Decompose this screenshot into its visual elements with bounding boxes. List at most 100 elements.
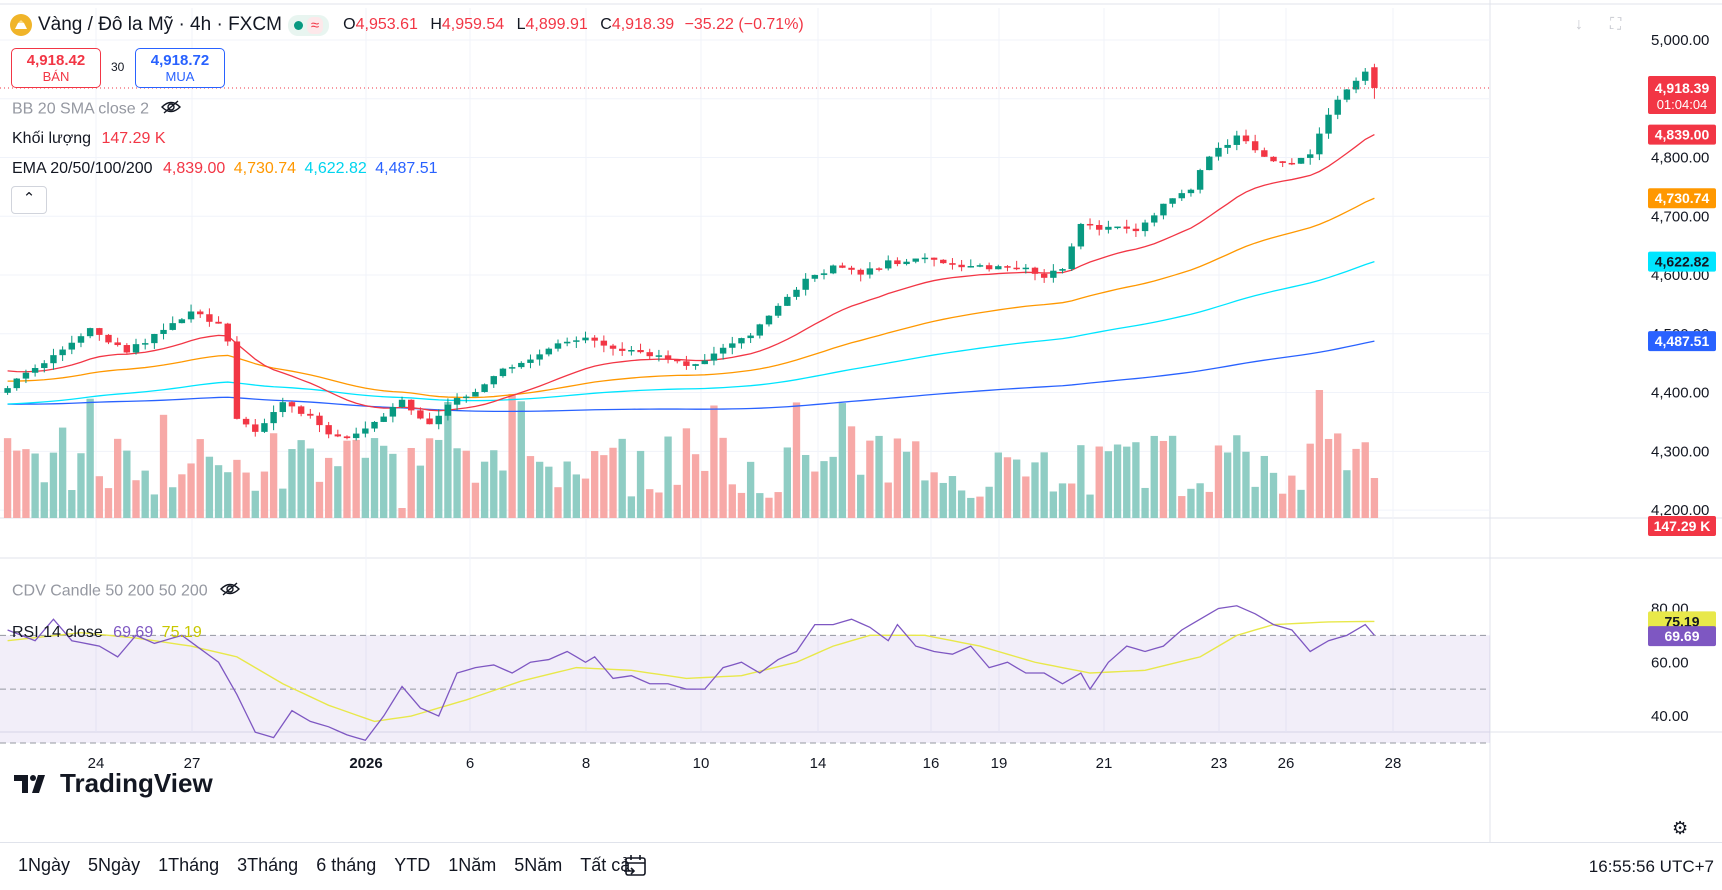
candle-body (1151, 215, 1158, 223)
timezone-clock[interactable]: 16:55:56 UTC+7 (1588, 857, 1714, 876)
volume-bar (1214, 445, 1223, 518)
volume-bar (224, 472, 232, 518)
candle-body (701, 360, 708, 365)
volume-bar (1040, 452, 1048, 518)
volume-bar (1141, 487, 1149, 518)
volume-bar (618, 438, 626, 518)
download-arrow-icon[interactable]: ↓ (1575, 16, 1583, 33)
volume-indicator-legend[interactable]: Khối lượng 147.29 K (12, 130, 166, 148)
volume-bar (260, 471, 269, 518)
volume-bar (1068, 483, 1076, 518)
candle-body (151, 333, 158, 344)
candle-body (1013, 267, 1020, 270)
symbol-title[interactable]: Vàng / Đô la Mỹ · 4h · FXCM (38, 14, 282, 35)
volume-bar (306, 448, 314, 518)
time-tick-label: 19 (991, 755, 1008, 772)
candle-body (866, 268, 874, 275)
range-button-1[interactable]: 5Ngày (88, 855, 141, 875)
volume-bar (719, 437, 727, 518)
rsi-indicator-legend[interactable]: RSI 14 close 69.69 75.19 (12, 624, 202, 642)
volume-bar (857, 474, 865, 518)
candle-body (1261, 150, 1268, 157)
volume-bar (1132, 442, 1140, 518)
ema200-tag: 4,487.51 (1655, 333, 1710, 349)
volume-bar (132, 480, 140, 518)
range-button-5[interactable]: YTD (394, 855, 431, 875)
sell-price: 4,918.42 (26, 52, 86, 69)
range-button-3[interactable]: 3Tháng (237, 855, 299, 875)
volume-bar (563, 461, 571, 518)
volume-bar (1077, 445, 1085, 518)
candle-body (536, 354, 543, 360)
candle-body (1352, 80, 1360, 90)
rsi-tag: 69.69 (1664, 628, 1699, 644)
candle-body (618, 348, 626, 351)
volume-bar (1095, 446, 1103, 518)
candle-body (1251, 141, 1259, 151)
range-button-7[interactable]: 5Năm (514, 855, 563, 875)
range-button-2[interactable]: 1Tháng (158, 855, 220, 875)
eye-hidden-icon[interactable] (161, 100, 182, 119)
brand-name: TradingView (60, 768, 213, 798)
cdv-indicator-legend[interactable]: CDV Candle 50 200 50 200 (12, 582, 241, 601)
candle-body (921, 257, 929, 260)
low-value: 4,899.91 (525, 16, 588, 33)
settings-gear-icon[interactable]: ⚙ (1672, 818, 1689, 838)
candle-body (279, 402, 286, 413)
open-value: 4,953.61 (355, 16, 418, 33)
volume-bar (1022, 476, 1030, 518)
volume-bar (169, 487, 177, 518)
candle-body (141, 343, 149, 345)
volume-bar (1370, 478, 1379, 518)
candle-body (288, 402, 296, 407)
buy-price: 4,918.72 (150, 52, 210, 69)
candle-body (1270, 156, 1277, 162)
candle-body (435, 415, 442, 425)
collapse-legend-button[interactable]: ⌃ (11, 186, 47, 214)
volume-bar (811, 471, 819, 518)
candle-body (132, 344, 140, 353)
volume-bar (187, 463, 195, 518)
volume-bar (627, 496, 636, 518)
tradingview-logo[interactable]: TradingView (14, 768, 213, 799)
rsi-tick-label: 40.00 (1651, 708, 1689, 725)
candle-body (252, 424, 259, 432)
fullscreen-icon[interactable]: ⛶ (1610, 16, 1622, 33)
candle-body (582, 337, 589, 341)
volume-bar (1251, 486, 1259, 518)
volume-tag: 147.29 K (1654, 518, 1711, 534)
range-button-0[interactable]: 1Ngày (18, 855, 71, 875)
candle-body (802, 278, 809, 290)
candle-body (563, 341, 571, 344)
volume-bar (196, 439, 204, 518)
range-button-6[interactable]: 1Năm (448, 855, 497, 875)
candle-body (756, 324, 764, 336)
candle-body (1086, 223, 1094, 226)
volume-bar (572, 474, 581, 518)
market-status-badge[interactable]: ≈ (287, 14, 330, 36)
range-button-8[interactable]: Tất cả (580, 855, 631, 875)
tradingview-logo-icon (14, 774, 45, 793)
volume-bar (967, 497, 975, 518)
volume-bar (838, 403, 847, 518)
volume-bar (1288, 475, 1296, 518)
ema50-tag: 4,730.74 (1655, 190, 1710, 206)
candle-body (839, 265, 846, 268)
sell-button[interactable]: 4,918.42 BÁN (11, 48, 101, 88)
candle-body (371, 421, 378, 429)
volume-bar (398, 508, 406, 518)
ema-indicator-legend[interactable]: EMA 20/50/100/200 4,839.00 4,730.74 4,62… (12, 160, 438, 178)
volume-value: 147.29 K (101, 130, 166, 147)
bb-indicator-legend[interactable]: BB 20 SMA close 2 (12, 100, 182, 119)
eye-hidden-icon[interactable] (220, 582, 241, 601)
candle-body (1022, 267, 1030, 270)
range-button-4[interactable]: 6 tháng (316, 855, 377, 875)
calendar-goto-icon[interactable] (622, 853, 648, 884)
volume-bar (352, 439, 360, 518)
ema50-tag-bg (1648, 188, 1716, 209)
candle-body (1050, 270, 1057, 278)
volume-bar (242, 472, 250, 518)
buy-button[interactable]: 4,918.72 MUA (135, 48, 225, 88)
volume-bar (269, 433, 278, 518)
